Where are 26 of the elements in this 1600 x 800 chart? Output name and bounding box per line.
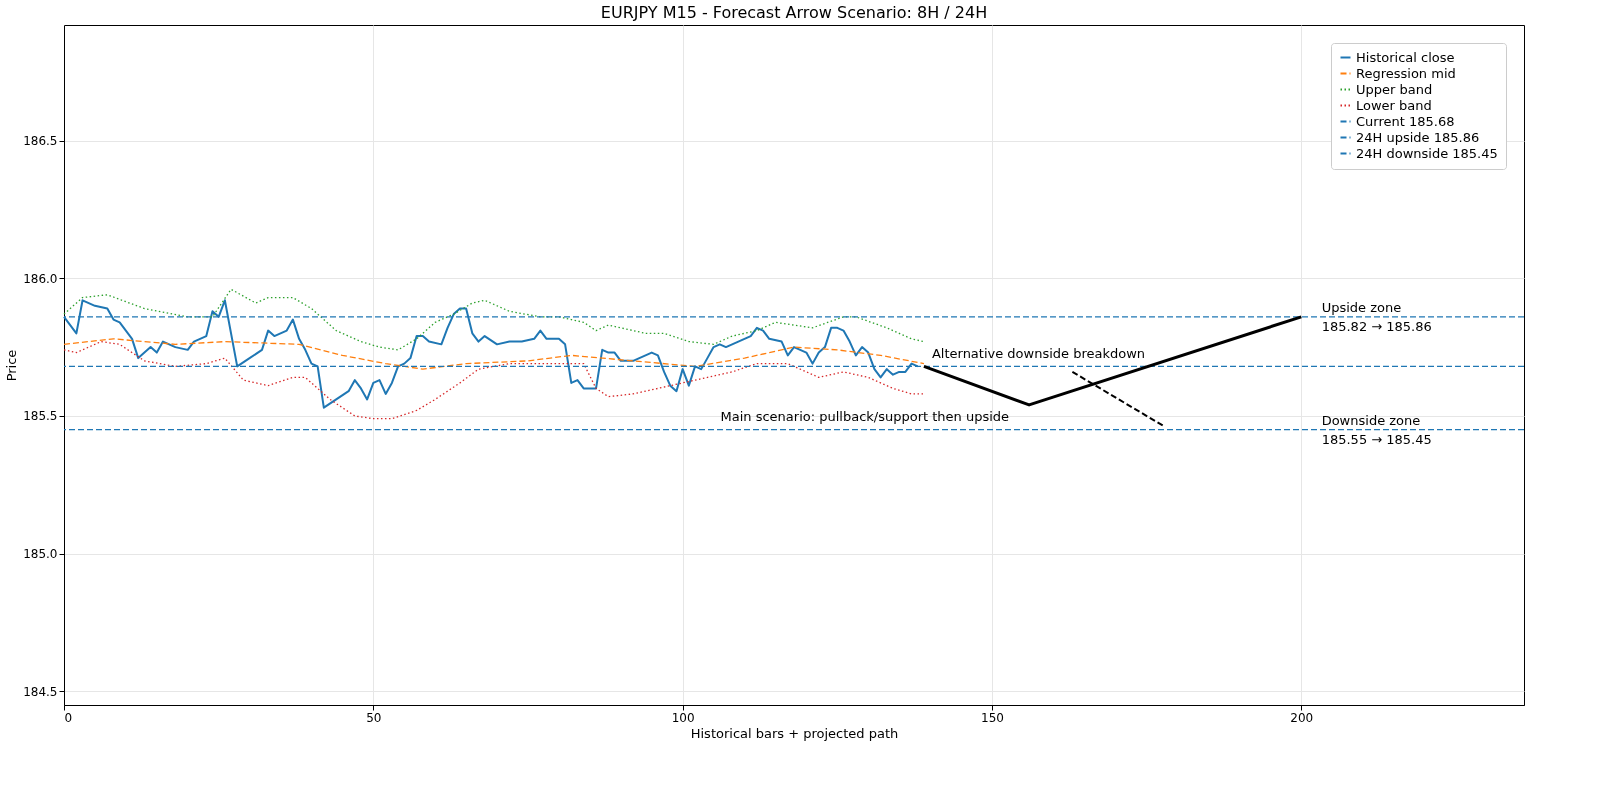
- x-tick-label: 50: [366, 710, 382, 725]
- x-tick-label: 200: [1290, 710, 1314, 725]
- line-series: [63, 338, 925, 370]
- y-axis-title: Price: [4, 349, 20, 382]
- legend-label: Historical close: [1356, 49, 1455, 65]
- y-tick-label: 186.5: [23, 134, 58, 149]
- y-tick-label: 185.0: [23, 547, 58, 562]
- annotation: Main scenario: pullback/support then upside: [720, 408, 1010, 424]
- annotation: Upside zone 185.82 → 185.86: [1321, 299, 1432, 334]
- annotation: Downside zone 185.55 → 185.45: [1321, 412, 1432, 447]
- x-tick-label: 0: [64, 710, 73, 725]
- legend-label: 24H upside 185.86: [1356, 129, 1480, 145]
- x-axis-title: Historical bars + projected path: [690, 725, 899, 741]
- legend-label: Current 185.68: [1356, 113, 1455, 129]
- line-series: [63, 288, 925, 351]
- annotation: Alternative downside breakdown: [931, 345, 1146, 361]
- chart-title: EURJPY M15 - Forecast Arrow Scenario: 8H / 24H: [600, 3, 988, 22]
- x-tick-label: 150: [981, 710, 1004, 725]
- y-tick-label: 184.5: [23, 684, 58, 699]
- legend-label: Lower band: [1356, 97, 1432, 113]
- legend-label: 24H downside 185.45: [1356, 145, 1498, 161]
- x-tick-label: 100: [671, 710, 695, 725]
- legend-label: Upper band: [1356, 81, 1433, 97]
- y-tick-label: 185.5: [23, 409, 58, 424]
- y-tick-label: 186.0: [23, 271, 58, 286]
- legend-label: Regression mid: [1356, 65, 1456, 81]
